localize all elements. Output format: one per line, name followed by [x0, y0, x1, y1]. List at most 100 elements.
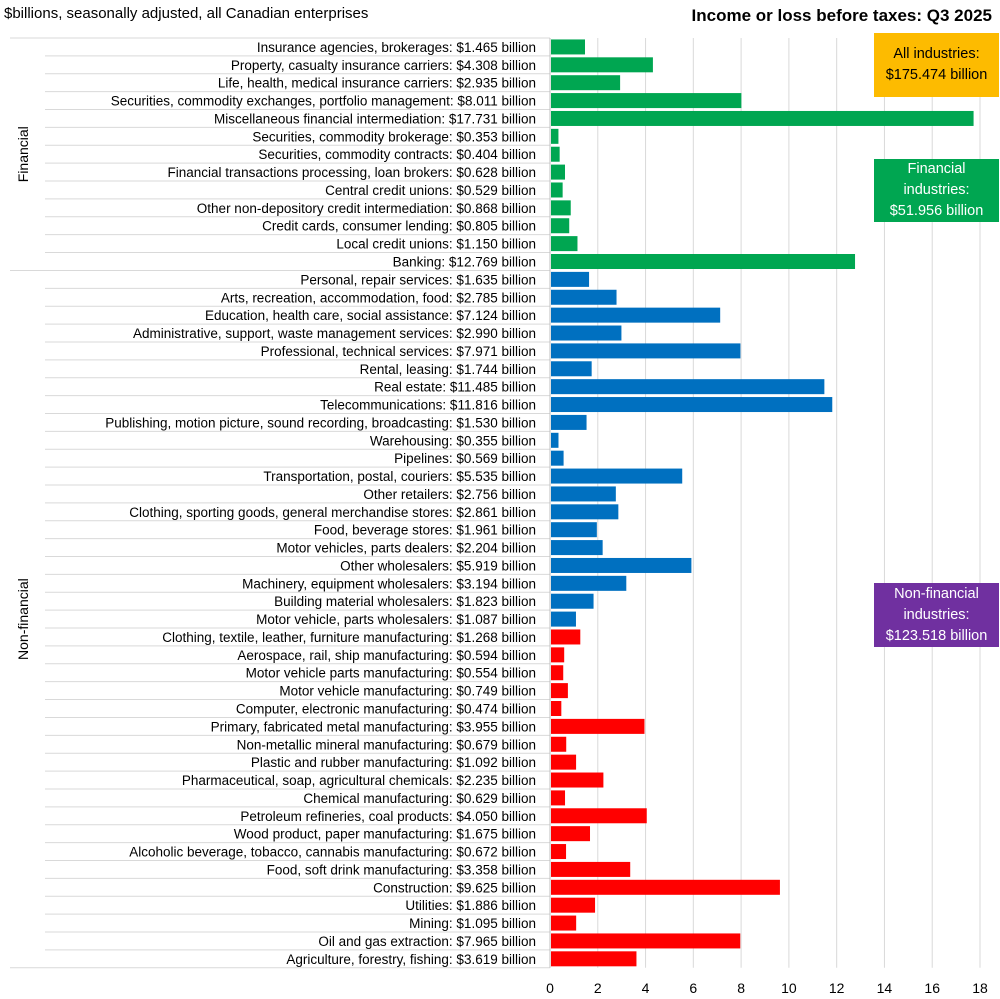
category-label: Wood product, paper manufacturing: $1.67…: [234, 827, 536, 842]
chart-subtitle: $billions, seasonally adjusted, all Cana…: [4, 5, 369, 22]
group-label: Financial: [15, 126, 31, 182]
bar: [551, 271, 590, 287]
bar: [551, 307, 721, 323]
bar: [551, 432, 559, 448]
category-label: Aerospace, rail, ship manufacturing: $0.…: [237, 648, 536, 663]
bar: [551, 683, 568, 699]
financial-industries-callout: Financial industries: $51.956 billion: [874, 159, 999, 222]
group-label: Non-financial: [15, 578, 31, 660]
nonfinancial-industries-label-1: Non-financial: [894, 585, 979, 602]
bar: [551, 146, 560, 162]
all-industries-label: All industries:: [893, 46, 980, 62]
category-label: Other wholesalers: $5.919 billion: [340, 558, 536, 573]
bar: [551, 897, 596, 913]
bar: [551, 879, 780, 895]
category-label: Other retailers: $2.756 billion: [363, 487, 536, 502]
bar: [551, 951, 637, 967]
bar: [551, 504, 619, 520]
category-label: Motor vehicle manufacturing: $0.749 bill…: [279, 684, 536, 699]
bar: [551, 128, 559, 144]
bar: [551, 39, 585, 55]
category-label: Food, soft drink manufacturing: $3.358 b…: [267, 862, 536, 877]
bar: [551, 647, 565, 663]
category-label: Warehousing: $0.355 billion: [370, 433, 536, 448]
x-tick-label: 2: [594, 980, 602, 996]
bar: [551, 414, 587, 430]
bar: [551, 575, 627, 591]
category-label: Primary, fabricated metal manufacturing:…: [211, 719, 536, 734]
category-label: Building material wholesalers: $1.823 bi…: [274, 594, 536, 609]
category-label: Motor vehicle, parts wholesalers: $1.087…: [256, 612, 536, 627]
bar: [551, 57, 653, 73]
x-tick-label: 12: [829, 980, 845, 996]
category-label: Pipelines: $0.569 billion: [394, 451, 536, 466]
x-tick-label: 14: [877, 980, 893, 996]
category-label: Computer, electronic manufacturing: $0.4…: [236, 702, 536, 717]
category-label: Securities, commodity contracts: $0.404 …: [258, 147, 536, 162]
bar: [551, 701, 562, 716]
bar: [551, 200, 571, 216]
bar: [551, 629, 581, 645]
category-label: Alcoholic beverage, tobacco, cannabis ma…: [129, 845, 536, 860]
bar: [551, 754, 577, 770]
category-label: Oil and gas extraction: $7.965 billion: [318, 934, 536, 949]
category-label: Real estate: $11.485 billion: [374, 380, 536, 395]
bar: [551, 325, 622, 341]
category-label: Local credit unions: $1.150 billion: [336, 237, 536, 252]
category-label: Publishing, motion picture, sound record…: [105, 415, 536, 430]
chart-title: Income or loss before taxes: Q3 2025: [691, 6, 992, 25]
bar: [551, 93, 742, 109]
financial-industries-value: $51.956 billion: [889, 203, 984, 219]
category-label: Chemical manufacturing: $0.629 billion: [303, 791, 536, 806]
category-label: Telecommunications: $11.816 billion: [320, 398, 536, 413]
nonfinancial-industries-label-2: industries:: [903, 606, 970, 623]
bar: [551, 736, 567, 752]
category-label: Petroleum refineries, coal products: $4.…: [240, 809, 536, 824]
category-label: Credit cards, consumer lending: $0.805 b…: [262, 219, 536, 234]
category-label: Agriculture, forestry, fishing: $3.619 b…: [286, 952, 536, 967]
category-label: Personal, repair services: $1.635 billio…: [300, 272, 536, 287]
category-label: Financial transactions processing, loan …: [168, 165, 536, 180]
category-label: Other non-depository credit intermediati…: [197, 201, 536, 216]
bar: [551, 826, 591, 842]
x-tick-label: 10: [781, 980, 797, 996]
category-label: Machinery, equipment wholesalers: $3.194…: [242, 576, 536, 591]
bar: [551, 379, 825, 395]
bar: [551, 343, 741, 359]
x-tick-label: 18: [972, 980, 988, 996]
category-label: Banking: $12.769 billion: [393, 255, 536, 270]
category-label: Food, beverage stores: $1.961 billion: [314, 523, 536, 538]
financial-industries-label-2: industries:: [903, 182, 970, 198]
category-label: Rental, leasing: $1.744 billion: [360, 362, 536, 377]
bar: [551, 450, 564, 466]
bar: [551, 665, 564, 681]
category-label: Construction: $9.625 billion: [373, 880, 536, 895]
bar: [551, 110, 974, 126]
bar: [551, 164, 566, 180]
category-label: Non-metallic mineral manufacturing: $0.6…: [237, 737, 536, 752]
bar: [551, 772, 604, 788]
financial-industries-label-1: Financial: [907, 161, 966, 177]
bar: [551, 933, 741, 949]
category-label: Utilities: $1.886 billion: [405, 898, 536, 913]
category-label: Insurance agencies, brokerages: $1.465 b…: [257, 40, 536, 55]
x-tick-label: 16: [924, 980, 940, 996]
category-label: Mining: $1.095 billion: [409, 916, 536, 931]
category-label: Motor vehicle parts manufacturing: $0.55…: [246, 666, 536, 681]
bar: [551, 254, 856, 269]
bar: [551, 486, 616, 502]
bar: [551, 611, 576, 627]
category-label: Clothing, textile, leather, furniture ma…: [162, 630, 536, 645]
bar: [551, 844, 567, 860]
x-tick-label: 4: [642, 980, 650, 996]
bar: [551, 468, 683, 484]
bar: [551, 289, 617, 305]
category-label: Securities, commodity brokerage: $0.353 …: [252, 129, 536, 144]
category-label: Pharmaceutical, soap, agricultural chemi…: [182, 773, 536, 788]
category-label: Life, health, medical insurance carriers…: [218, 76, 536, 91]
bar: [551, 790, 566, 806]
category-label: Plastic and rubber manufacturing: $1.092…: [251, 755, 536, 770]
category-label: Administrative, support, waste managemen…: [133, 326, 536, 341]
category-label: Education, health care, social assistanc…: [205, 308, 536, 323]
